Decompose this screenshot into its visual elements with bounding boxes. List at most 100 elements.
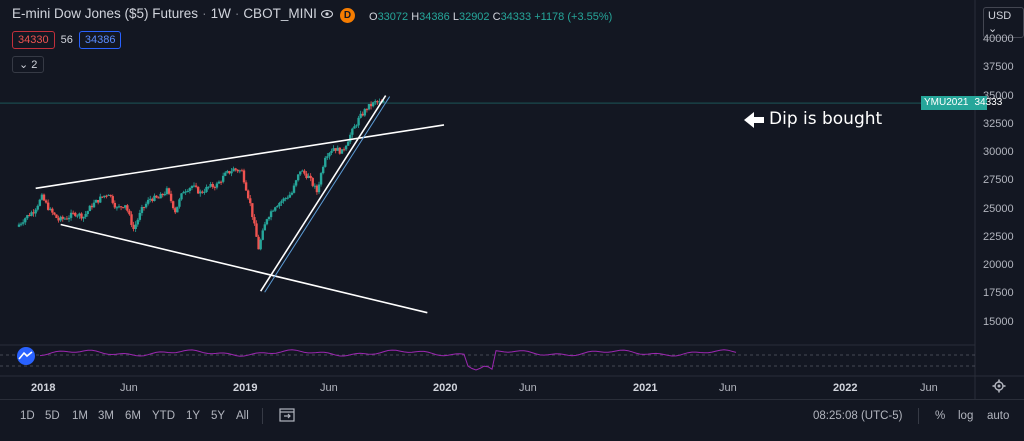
auto-toggle[interactable]: auto [987,410,1010,422]
range-button-1m[interactable]: 1M [72,410,88,422]
visibility-eye-icon[interactable] [321,8,333,20]
range-button-1d[interactable]: 1D [20,410,35,422]
candle-body [355,125,358,127]
candle-body [49,208,52,210]
candle-body [232,168,235,172]
candle-body [176,206,179,213]
candle-body [82,216,85,219]
candle-body [57,217,60,221]
gear-icon[interactable] [992,379,1006,393]
candle-body [201,191,204,193]
candle-body [71,212,75,214]
candle-body [361,113,364,116]
candle-body [336,147,339,151]
time-tick-label: 2020 [433,382,458,394]
time-tick-label: 2022 [833,382,858,394]
trendline-channel [264,96,391,293]
candle-body [196,186,200,194]
buy-button[interactable]: 34386 [78,31,122,49]
candle-body [290,192,294,195]
candle-body [257,236,260,250]
candle-body [303,170,306,174]
candle-body [180,193,183,200]
candle-body [317,184,321,193]
ohlc-readout: O33072 H34386 L32902 C34333 +1178 (+3.55… [369,11,613,23]
time-tick-label: Jun [719,382,737,394]
candle-body [315,185,319,193]
candle-body [371,102,375,107]
candle-body [128,210,131,215]
interval-label[interactable]: 1W [210,6,231,21]
candle-body [40,194,44,200]
candle-body [280,201,283,203]
candle-body [190,186,194,189]
candle-body [249,198,252,204]
candle-body [117,206,121,208]
clock-timezone[interactable]: 08:25:08 (UTC-5) [813,410,903,422]
range-button-5y[interactable]: 5Y [211,410,226,422]
candle-body [113,202,117,208]
candle-body [194,185,198,187]
candle-body [349,134,352,142]
candle-body [207,186,210,188]
percent-toggle[interactable]: % [935,410,946,422]
range-button-3m[interactable]: 3M [98,410,114,422]
candle-body [42,194,46,201]
range-button-ytd[interactable]: YTD [152,410,175,422]
symbol-title[interactable]: E-mini Dow Jones ($5) Futures [12,6,199,21]
candle-body [269,211,273,218]
range-button-5d[interactable]: 5D [45,410,60,422]
candle-body [288,194,292,198]
candle-body [165,188,169,195]
candle-body [253,217,256,224]
candle-body [92,202,96,208]
candle-body [26,215,29,219]
candle-body [353,126,356,129]
indicators-toggle[interactable]: ⌄ 2 [12,56,45,73]
candle-body [121,207,125,209]
candle-body [311,178,314,186]
candle-body [126,205,129,211]
price-tick-label: 35000 [983,89,1014,102]
candle-body [259,239,262,250]
candle-body [101,196,104,198]
candle-body [159,193,162,199]
candle-body [226,171,229,173]
date-range-icon[interactable] [279,408,295,422]
candle-body [267,217,271,220]
time-tick-label: 2021 [633,382,658,394]
last-price: 34333 [974,97,1003,108]
bid-ask-panel: 34330 56 34386 [12,31,122,49]
candle-body [367,104,371,110]
range-button-6m[interactable]: 6M [125,410,141,422]
rsi-line [39,349,737,371]
candle-body [365,109,369,111]
candle-body [21,222,25,224]
candle-body [265,219,269,225]
delayed-data-badge[interactable]: D [340,8,355,23]
candle-body [167,188,171,194]
candle-body [219,181,223,183]
chevron-down-icon: ⌄ [19,59,29,71]
last-price-label: YMU2021 34333 [921,96,1002,110]
range-button-1y[interactable]: 1Y [186,410,201,422]
price-tick-label: 30000 [983,146,1014,158]
candle-body [130,214,133,225]
candle-body [344,145,348,150]
range-button-all[interactable]: All [236,410,249,422]
candle-body [251,203,254,218]
candle-body [155,195,158,198]
candle-body [171,201,175,209]
sell-button[interactable]: 34330 [12,31,55,49]
candle-body [86,211,89,214]
contract-symbol: YMU2021 [924,97,969,108]
candle-body [38,199,42,206]
candle-body [217,181,221,184]
bottom-toolbar [0,399,1024,441]
price-tick-label: 37500 [983,61,1014,74]
log-toggle[interactable]: log [958,410,974,422]
time-tick-label: Jun [120,382,138,394]
candle-body [74,212,77,216]
candle-body [142,207,146,209]
